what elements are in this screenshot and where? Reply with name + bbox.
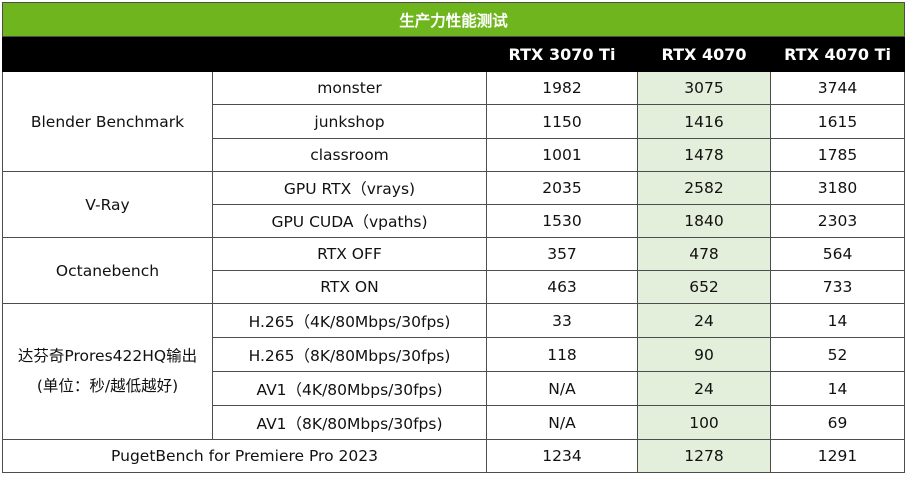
value-cell-highlight: 90 <box>637 337 771 372</box>
value-cell: 564 <box>769 237 906 271</box>
value-cell: 463 <box>486 270 638 304</box>
group-label-vray: V-Ray <box>2 171 213 238</box>
value-cell-highlight: 1478 <box>637 138 771 172</box>
table-row: AV1（4K/80Mbps/30fps) N/A 24 14 <box>3 371 906 406</box>
group-label-octanebench: Octanebench <box>2 237 213 304</box>
table-row: Blender Benchmark monster 1982 3075 3744 <box>2 71 906 172</box>
value-cell: N/A <box>486 405 638 440</box>
table-row: V-Ray GPU RTX（vrays) 2035 2582 3180 <box>2 171 906 238</box>
test-name: GPU RTX（vrays) <box>212 171 487 205</box>
table-row: RTX ON 463 652 733 <box>3 270 906 304</box>
value-cell-highlight: 3075 <box>637 71 771 105</box>
value-cell: 14 <box>769 303 906 338</box>
value-cell: 118 <box>486 337 638 372</box>
test-name: AV1（4K/80Mbps/30fps) <box>212 371 487 406</box>
footer-row-label: PugetBench for Premiere Pro 2023 <box>2 439 487 473</box>
test-name: monster <box>212 71 487 105</box>
group-label-davinci-title: 达芬奇Prores422HQ输出 <box>17 347 198 366</box>
test-name: AV1（8K/80Mbps/30fps) <box>212 405 487 440</box>
value-cell: 2035 <box>486 171 638 205</box>
value-cell: N/A <box>486 371 638 406</box>
group-label-blender: Blender Benchmark <box>2 71 213 172</box>
value-cell: 3744 <box>769 71 906 105</box>
test-name: RTX ON <box>212 270 487 304</box>
value-cell: 1234 <box>486 439 638 473</box>
benchmark-table: 生产力性能测试 RTX 3070 Ti RTX 4070 RTX 4070 Ti… <box>1 2 906 473</box>
value-cell: 69 <box>769 405 906 440</box>
header-row: RTX 3070 Ti RTX 4070 RTX 4070 Ti <box>2 36 906 72</box>
group-label-davinci-unit: (单位：秒/越低越好) <box>36 376 179 395</box>
value-cell-highlight: 652 <box>637 270 771 304</box>
test-name: H.265（4K/80Mbps/30fps) <box>212 303 487 338</box>
title-row: 生产力性能测试 <box>1 2 906 37</box>
table-row: PugetBench for Premiere Pro 2023 1234 12… <box>2 439 906 473</box>
table-row: junkshop 1150 1416 1615 <box>3 104 906 139</box>
value-cell-highlight: 1840 <box>637 204 771 238</box>
value-cell-highlight: 1416 <box>637 104 771 139</box>
value-cell: 733 <box>769 270 906 304</box>
value-cell: 52 <box>769 337 906 372</box>
value-cell: 1615 <box>769 104 906 139</box>
value-cell: 3180 <box>769 171 906 205</box>
value-cell-highlight: 2582 <box>637 171 771 205</box>
table-title: 生产力性能测试 <box>1 2 906 37</box>
value-cell-highlight: 24 <box>637 371 771 406</box>
value-cell: 1785 <box>769 138 906 172</box>
test-name: RTX OFF <box>212 237 487 271</box>
test-name: GPU CUDA（vpaths) <box>212 204 487 238</box>
header-rtx-4070-ti: RTX 4070 Ti <box>769 36 906 72</box>
value-cell: 1982 <box>486 71 638 105</box>
value-cell-highlight: 478 <box>637 237 771 271</box>
value-cell-highlight: 1278 <box>637 439 771 473</box>
test-name: H.265（8K/80Mbps/30fps) <box>212 337 487 372</box>
test-name: classroom <box>212 138 487 172</box>
table-row: classroom 1001 1478 1785 <box>3 138 906 172</box>
header-rtx-3070-ti: RTX 3070 Ti <box>486 36 638 72</box>
value-cell-highlight: 100 <box>637 405 771 440</box>
test-name: junkshop <box>212 104 487 139</box>
value-cell: 1001 <box>486 138 638 172</box>
header-rtx-4070: RTX 4070 <box>637 36 771 72</box>
table-row: GPU CUDA（vpaths) 1530 1840 2303 <box>3 204 906 238</box>
value-cell-highlight: 24 <box>637 303 771 338</box>
value-cell: 1150 <box>486 104 638 139</box>
value-cell: 1291 <box>769 439 906 473</box>
table-row: 达芬奇Prores422HQ输出 (单位：秒/越低越好) H.265（4K/80… <box>2 303 906 440</box>
value-cell: 14 <box>769 371 906 406</box>
value-cell: 1530 <box>486 204 638 238</box>
table-row: H.265（8K/80Mbps/30fps) 118 90 52 <box>3 337 906 372</box>
value-cell: 357 <box>486 237 638 271</box>
value-cell: 2303 <box>769 204 906 238</box>
header-empty-cell <box>2 36 487 72</box>
table-row: Octanebench RTX OFF 357 478 564 <box>2 237 906 304</box>
group-label-davinci: 达芬奇Prores422HQ输出 (单位：秒/越低越好) <box>2 303 213 440</box>
value-cell: 33 <box>486 303 638 338</box>
